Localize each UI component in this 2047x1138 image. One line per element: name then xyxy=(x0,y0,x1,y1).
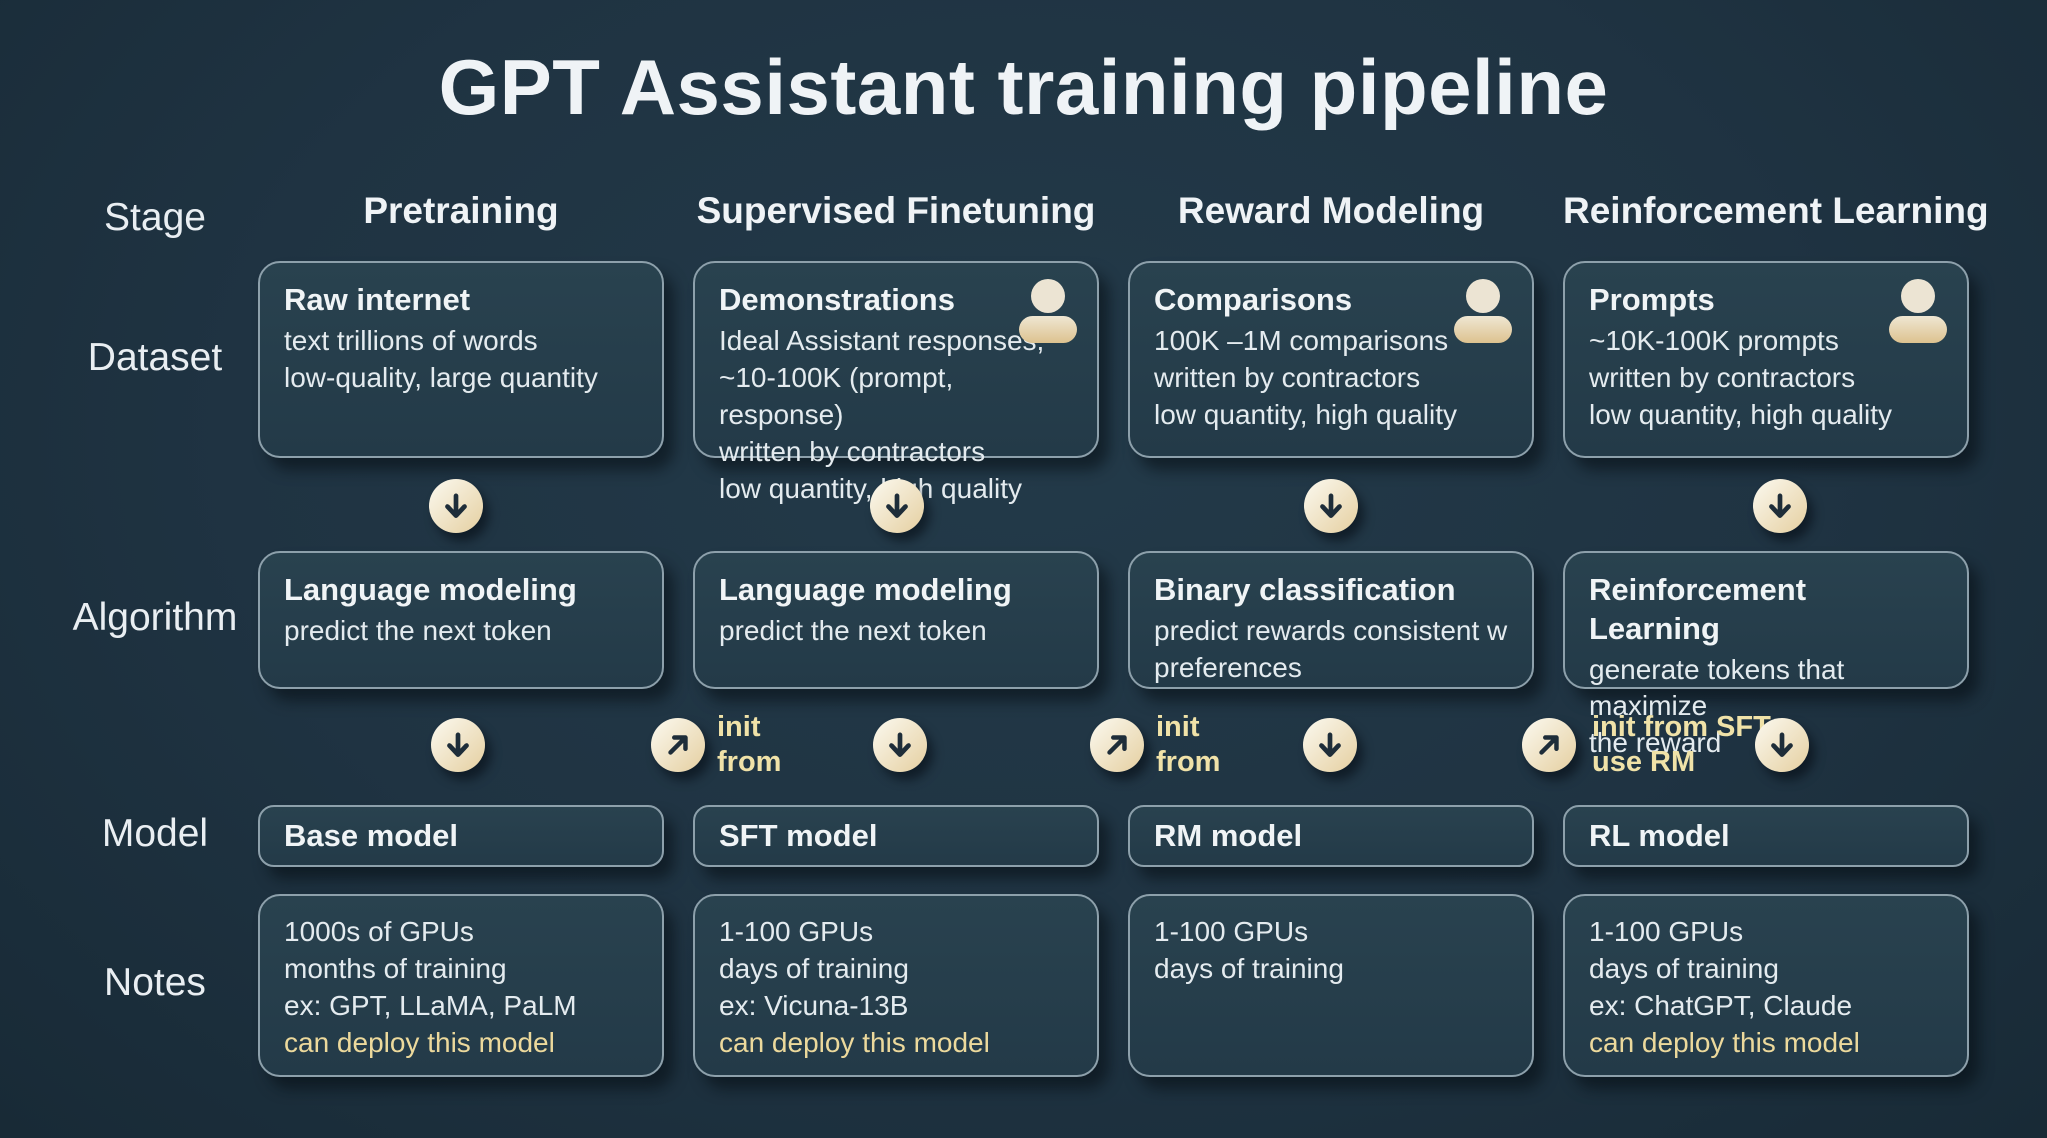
stage-header-pretraining: Pretraining xyxy=(363,190,559,231)
dataset-card-rl: Prompts ~10K-100K prompts written by con… xyxy=(1563,261,1969,458)
model-name: SFT model xyxy=(719,818,878,853)
algorithm-title: Reinforcement Learning xyxy=(1589,572,1807,646)
notes-line: 1000s of GPUs xyxy=(284,916,474,947)
notes-line: days of training xyxy=(1589,952,1779,984)
algorithm-card-pretraining: Language modeling predict the next token xyxy=(258,551,664,689)
down-arrow-icon xyxy=(870,479,924,533)
notes-line: ex: ChatGPT, Claude xyxy=(1589,989,1853,1021)
dataset-line: written by contractors xyxy=(1589,361,1856,393)
model-card-base: Base model xyxy=(258,805,664,867)
algorithm-card-rm: Binary classification predict rewards co… xyxy=(1128,551,1534,689)
northeast-arrow-icon xyxy=(1090,718,1144,772)
slide-title: GPT Assistant training pipeline xyxy=(438,43,1609,131)
notes-highlight: can deploy this model xyxy=(284,1026,555,1058)
notes-line: days of training xyxy=(719,952,909,984)
notes-card-sft: 1-100 GPUs days of training ex: Vicuna-1… xyxy=(693,894,1099,1077)
model-name: RM model xyxy=(1154,818,1303,853)
dataset-title: Prompts xyxy=(1589,282,1715,317)
row-label-stage: Stage xyxy=(104,196,206,239)
stage-header-reward-modeling: Reward Modeling xyxy=(1177,190,1485,231)
down-arrow-icon xyxy=(1304,479,1358,533)
dataset-line: Ideal Assistant responses, xyxy=(719,324,1045,356)
algorithm-title: Language modeling xyxy=(284,572,577,607)
down-arrow-icon xyxy=(429,479,483,533)
algorithm-line: predict rewards consistent w xyxy=(1154,614,1508,646)
notes-card-rl: 1-100 GPUs days of training ex: ChatGPT,… xyxy=(1563,894,1969,1077)
notes-line: ex: Vicuna-13B xyxy=(719,989,909,1021)
dataset-line: written by contractors xyxy=(1154,361,1421,393)
stage-header-reinforcement-learning: Reinforcement Learning xyxy=(1563,190,1989,231)
model-name: Base model xyxy=(284,818,459,853)
notes-line: 1-100 GPUs xyxy=(1589,916,1744,947)
algorithm-line: predict the next token xyxy=(284,614,552,646)
algorithm-line: predict the next token xyxy=(719,614,987,646)
algorithm-card-sft: Language modeling predict the next token xyxy=(693,551,1099,689)
down-arrow-icon xyxy=(1303,718,1357,772)
dataset-line: 100K –1M comparisons xyxy=(1154,324,1449,356)
notes-highlight: can deploy this model xyxy=(1589,1026,1860,1058)
model-card-sft: SFT model xyxy=(693,805,1099,867)
notes-line: months of training xyxy=(284,952,507,984)
row-label-model: Model xyxy=(101,812,209,855)
dataset-title: Comparisons xyxy=(1154,282,1353,317)
model-card-rl: RL model xyxy=(1563,805,1969,867)
algorithm-card-rl: Reinforcement Learning generate tokens t… xyxy=(1563,551,1969,758)
dataset-line: low quantity, high quality xyxy=(1589,398,1892,430)
init-from-sft-use-rm-label: init from SFT use RM xyxy=(1592,711,1771,779)
algorithm-line: generate tokens that maximize xyxy=(1589,653,1845,722)
northeast-arrow-icon xyxy=(1522,718,1576,772)
dataset-title: Raw internet xyxy=(284,282,471,317)
down-arrow-icon xyxy=(1753,479,1807,533)
dataset-line: text trillions of words xyxy=(284,324,538,356)
row-label-notes: Notes xyxy=(104,961,206,1004)
down-arrow-icon xyxy=(873,718,927,772)
algorithm-title: Binary classification xyxy=(1154,572,1456,607)
notes-highlight: can deploy this model xyxy=(719,1026,990,1058)
notes-line: 1-100 GPUs xyxy=(719,916,874,947)
person-icon xyxy=(1889,279,1947,343)
northeast-arrow-icon xyxy=(651,718,705,772)
dataset-line: low-quality, large quantity xyxy=(284,361,598,393)
init-from-label: init from xyxy=(717,711,782,779)
person-icon xyxy=(1019,279,1077,343)
down-arrow-icon xyxy=(431,718,485,772)
notes-card-pretraining: 1000s of GPUs months of training ex: GPT… xyxy=(258,894,664,1077)
dataset-line: written by contractors xyxy=(719,435,986,467)
row-label-algorithm: Algorithm xyxy=(72,596,238,639)
dataset-card-sft: Demonstrations Ideal Assistant responses… xyxy=(693,261,1099,504)
dataset-line: ~10K-100K prompts xyxy=(1589,324,1839,356)
dataset-line: ~10-100K (prompt, response) xyxy=(719,361,954,430)
stage-header-supervised-finetuning: Supervised Finetuning xyxy=(696,190,1096,231)
notes-line: days of training xyxy=(1154,952,1344,984)
notes-line: 1-100 GPUs xyxy=(1154,916,1309,947)
algorithm-line: preferences xyxy=(1154,651,1302,683)
dataset-card-pretraining: Raw internet text trillions of words low… xyxy=(258,261,664,458)
algorithm-line: the reward xyxy=(1589,727,1722,759)
dataset-card-rm: Comparisons 100K –1M comparisons written… xyxy=(1128,261,1534,458)
notes-card-rm: 1-100 GPUs days of training xyxy=(1128,894,1534,1077)
algorithm-title: Language modeling xyxy=(719,572,1012,607)
dataset-line: low quantity, high quality xyxy=(1154,398,1457,430)
dataset-title: Demonstrations xyxy=(719,282,955,317)
down-arrow-icon xyxy=(1755,718,1809,772)
notes-line: ex: GPT, LLaMA, PaLM xyxy=(284,989,577,1021)
model-card-rm: RM model xyxy=(1128,805,1534,867)
person-icon xyxy=(1454,279,1512,343)
row-label-dataset: Dataset xyxy=(87,336,223,379)
init-from-label: init from xyxy=(1156,711,1221,779)
model-name: RL model xyxy=(1589,818,1730,853)
